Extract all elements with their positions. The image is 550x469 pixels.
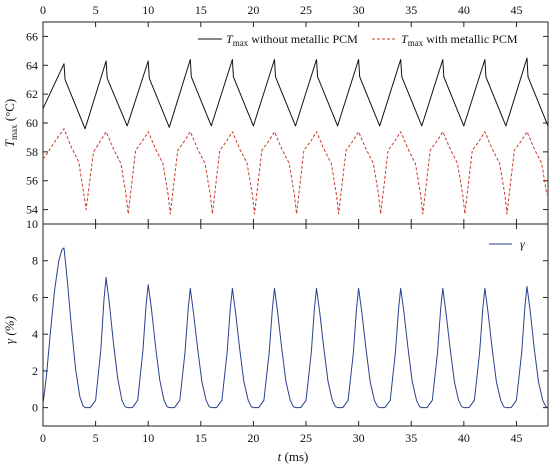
bottom-xtick-label-5: 5 <box>93 431 99 445</box>
bottom-plot-frame <box>42 223 549 427</box>
bottom-xtick-label-0: 0 <box>40 431 46 445</box>
top-xtick-label-top-35: 35 <box>405 3 417 17</box>
bottom-ytick-label-10: 10 <box>26 217 38 231</box>
bottom-xtick-label-40: 40 <box>458 431 470 445</box>
top-ytick-label-56: 56 <box>26 174 38 188</box>
top-temperature-panel: 0 5 10 15 20 25 30 35 40 45 54 56 58 60 62 64 66 Tmax (°… <box>2 3 549 225</box>
top-ytick-label-54: 54 <box>26 203 38 217</box>
x-axis-title: t (ms) <box>278 449 309 464</box>
legend-label-gamma: γ <box>520 237 525 251</box>
top-xtick-label-top-0: 0 <box>40 3 46 17</box>
bottom-xtick-label-15: 15 <box>195 431 207 445</box>
top-ytick-label-58: 58 <box>26 145 38 159</box>
top-y-axis-title: Tmax (°C) <box>2 99 19 148</box>
top-series-line-1 <box>42 128 548 215</box>
bottom-legend: γ <box>489 237 525 251</box>
bottom-series-line-0 <box>42 247 549 409</box>
bottom-axes: 0 5 10 15 20 25 30 35 40 45 0 2 4 6 8 10 <box>26 217 548 445</box>
bottom-ytick-label-0: 0 <box>32 401 38 415</box>
top-ylabel-sub: max <box>9 124 19 140</box>
top-plot-area <box>42 57 549 215</box>
svg-text:Tmax (°C): Tmax (°C) <box>2 99 19 148</box>
top-xtick-label-top-45: 45 <box>510 3 522 17</box>
bottom-ytick-label-6: 6 <box>32 290 38 304</box>
top-xtick-label-top-10: 10 <box>142 3 154 17</box>
top-ytick-label-66: 66 <box>26 29 38 43</box>
bottom-xtick-label-30: 30 <box>353 431 365 445</box>
top-ytick-label-64: 64 <box>26 58 38 72</box>
top-plot-frame <box>42 21 549 225</box>
top-ytick-label-60: 60 <box>26 116 38 130</box>
bottom-xtick-label-35: 35 <box>405 431 417 445</box>
top-axes: 0 5 10 15 20 25 30 35 40 45 54 56 58 60 62 64 66 <box>26 3 548 224</box>
bottom-ytick-label-2: 2 <box>32 364 38 378</box>
top-xtick-label-top-30: 30 <box>353 3 365 17</box>
legend-label-with: Tmax with metallic PCM <box>401 32 518 48</box>
top-legend: Tmax without metallic PCM Tmax with meta… <box>198 32 518 48</box>
top-xtick-label-top-20: 20 <box>247 3 259 17</box>
bottom-gamma-panel: 0 5 10 15 20 25 30 35 40 45 0 2 4 6 8 10 γ (%) γ <box>2 217 549 445</box>
top-xtick-label-top-15: 15 <box>195 3 207 17</box>
bottom-plot-area <box>42 247 549 409</box>
legend-label-without: Tmax without metallic PCM <box>226 32 358 48</box>
top-ytick-label-62: 62 <box>26 87 38 101</box>
bottom-y-axis-title: γ (%) <box>2 316 17 344</box>
bottom-xtick-label-25: 25 <box>300 431 312 445</box>
bottom-ytick-label-8: 8 <box>32 254 38 268</box>
top-series-line-0 <box>42 57 549 130</box>
bottom-xtick-label-45: 45 <box>510 431 522 445</box>
top-ylabel-main: T <box>2 139 17 147</box>
top-ylabel-unit: (°C) <box>2 99 17 125</box>
top-xtick-label-top-5: 5 <box>93 3 99 17</box>
top-xtick-label-top-40: 40 <box>458 3 470 17</box>
bottom-xtick-label-10: 10 <box>142 431 154 445</box>
bottom-ylabel: γ (%) <box>2 316 17 344</box>
bottom-xtick-label-20: 20 <box>247 431 259 445</box>
bottom-ytick-label-4: 4 <box>32 327 38 341</box>
top-xtick-label-top-25: 25 <box>300 3 312 17</box>
